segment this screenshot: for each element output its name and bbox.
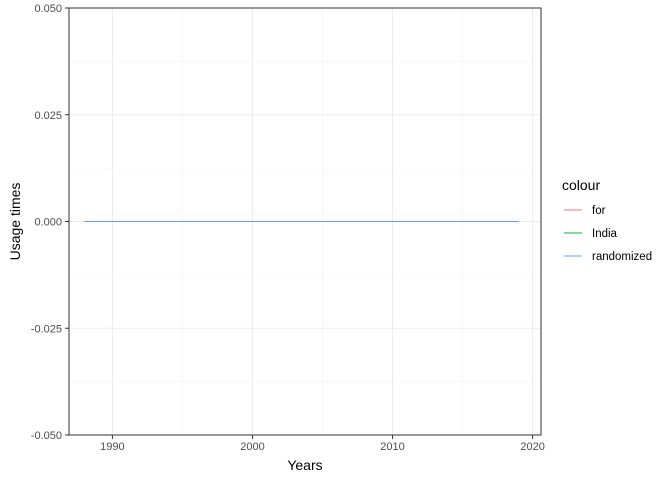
axes: 1990 2000 2010 2020 -0.050 -0.025 0.000 0.025 0.… <box>31 3 545 453</box>
legend-label-randomized: randomized <box>592 251 652 263</box>
legend-label-for: for <box>592 205 606 217</box>
legend-label-india: India <box>592 228 618 240</box>
y-tick-label: 0.000 <box>34 217 62 229</box>
x-tick-label: 2000 <box>240 441 264 453</box>
legend-title: colour <box>562 177 600 193</box>
x-axis-title: Years <box>287 457 322 473</box>
y-tick-label: -0.050 <box>31 430 62 442</box>
y-tick-label: 0.050 <box>34 3 62 15</box>
legend: colour for India randomized <box>562 177 652 263</box>
x-tick-label: 1990 <box>100 441 124 453</box>
x-tick-label: 2010 <box>380 441 404 453</box>
x-tick-label: 2020 <box>520 441 544 453</box>
y-tick-label: 0.025 <box>34 110 62 122</box>
y-axis-title: Usage times <box>7 183 23 261</box>
y-tick-label: -0.025 <box>31 323 62 335</box>
